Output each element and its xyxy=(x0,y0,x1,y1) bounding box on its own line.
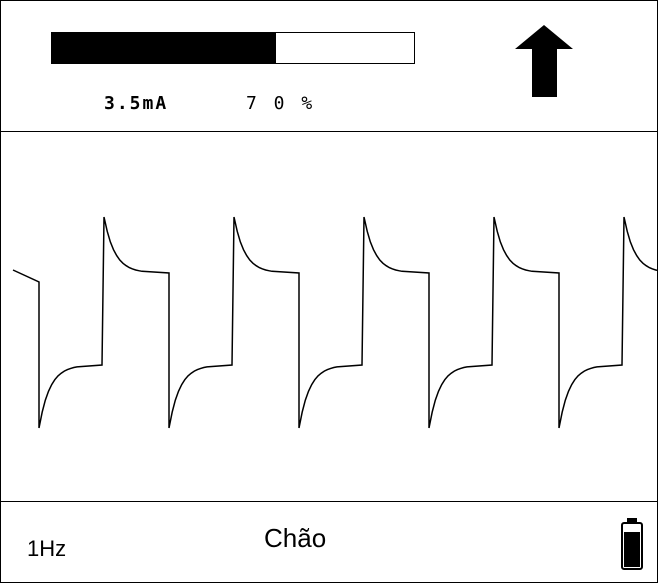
battery-icon xyxy=(621,518,643,570)
mode-label: Chão xyxy=(264,523,327,553)
intensity-bar-fill xyxy=(52,33,277,63)
current-readout: 3.5mA xyxy=(104,93,169,114)
up-arrow-icon xyxy=(515,25,573,97)
footer-bar: 1Hz Chão xyxy=(1,502,657,582)
waveform-display xyxy=(1,132,657,502)
frequency-label: 1Hz xyxy=(27,536,67,561)
status-panel: 3.5mA 7 0 % xyxy=(1,1,657,132)
waveform-plot xyxy=(12,216,657,429)
waveform-trace xyxy=(12,216,657,429)
level-percent: 7 0 % xyxy=(246,93,316,114)
intensity-bar xyxy=(51,32,415,64)
